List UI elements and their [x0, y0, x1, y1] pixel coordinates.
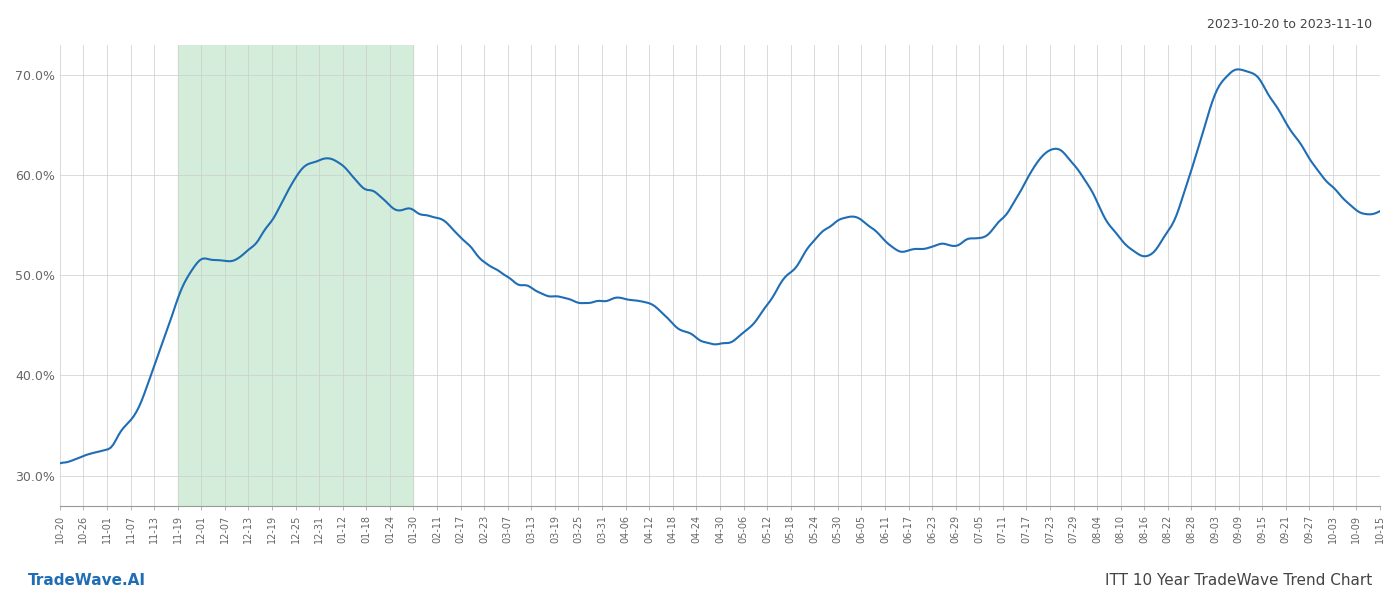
Text: 2023-10-20 to 2023-11-10: 2023-10-20 to 2023-11-10: [1207, 18, 1372, 31]
Text: TradeWave.AI: TradeWave.AI: [28, 573, 146, 588]
Text: ITT 10 Year TradeWave Trend Chart: ITT 10 Year TradeWave Trend Chart: [1105, 573, 1372, 588]
Bar: [178, 45, 413, 506]
